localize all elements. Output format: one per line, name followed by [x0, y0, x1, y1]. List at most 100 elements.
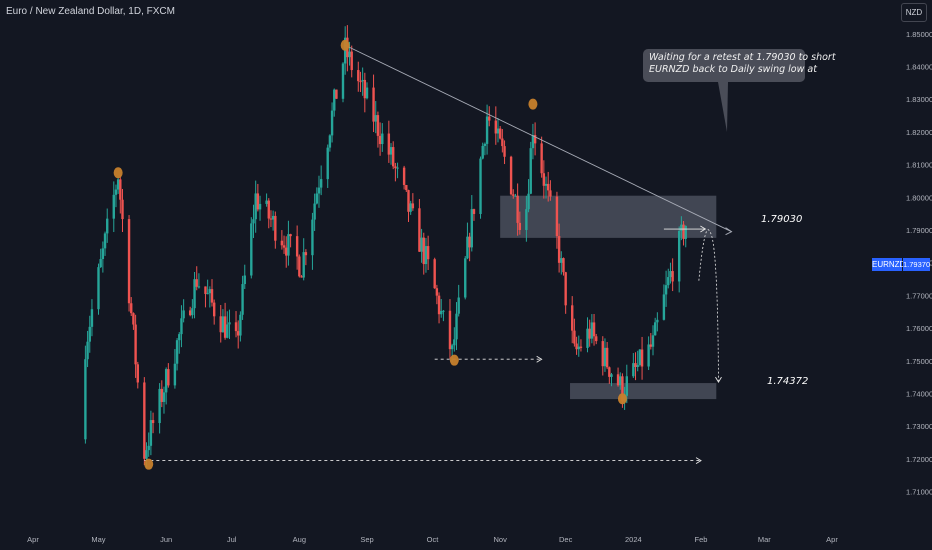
candle-body [280, 240, 284, 246]
candle-body [330, 110, 334, 136]
candle-body [418, 208, 421, 252]
candle-body [555, 196, 559, 237]
candle-body [407, 190, 410, 212]
currency-tag[interactable]: NZD [901, 3, 927, 22]
candle-body [684, 225, 687, 239]
candle-body [149, 420, 153, 446]
candle-body [470, 209, 473, 248]
candle-body [204, 286, 207, 294]
candle-body [649, 344, 653, 347]
candle-body [357, 70, 360, 82]
candle-body [219, 316, 222, 333]
candle-body [586, 328, 589, 348]
candle-body [437, 295, 441, 315]
price-tick-label: 1.72000 [906, 455, 932, 464]
candle-body [514, 195, 517, 197]
price-tick-label: 1.85000 [906, 30, 932, 39]
support-zone [570, 383, 717, 400]
candle-body [285, 247, 288, 256]
candle-body [605, 347, 609, 368]
candle-body [472, 209, 476, 214]
time-tick-label: Mar [758, 535, 771, 544]
candle-body [335, 89, 338, 99]
candle-body [132, 313, 135, 325]
candle-body [197, 286, 201, 288]
candle-body [302, 252, 305, 278]
candle-body [677, 230, 681, 282]
candle-body [592, 322, 596, 337]
candle-body [573, 330, 576, 344]
candle-body [656, 319, 659, 323]
swing-marker [113, 167, 123, 179]
candle-body [191, 308, 194, 316]
candle-body [464, 258, 467, 298]
candle-body [483, 143, 487, 146]
candle-body [239, 314, 242, 336]
time-tick-label: Jul [227, 535, 237, 544]
candle-body [542, 173, 546, 186]
candle-body [457, 297, 460, 314]
candle-body [603, 347, 607, 367]
time-tick-label: Dec [559, 535, 573, 544]
candle-body [221, 316, 225, 333]
candle-body [254, 193, 257, 220]
last-price-label: 1.79370 [903, 258, 931, 271]
candle-body [466, 236, 469, 259]
callout-line-1: Waiting for a retest at 1.79030 to short [649, 52, 836, 63]
candle-body [422, 237, 425, 265]
candle-body [313, 203, 316, 220]
candle-body [378, 135, 382, 145]
candle-body [106, 218, 109, 234]
time-tick-label: Oct [427, 535, 440, 544]
candle-body [252, 219, 255, 224]
candle-body [479, 158, 482, 214]
candle-body [564, 272, 567, 306]
candle-body [304, 252, 308, 256]
upper-level-label: 1.79030 [761, 214, 803, 225]
callout-line-2: EURNZD back to Daily swing low at [649, 64, 817, 75]
candle-body [619, 376, 622, 386]
time-tick-label: Nov [494, 535, 508, 544]
candle-body [315, 193, 318, 204]
trendline-arrowhead [725, 227, 733, 236]
candle-body [162, 392, 166, 402]
candle-body [271, 215, 275, 220]
candle-body [557, 236, 561, 263]
candle-body [114, 189, 118, 195]
price-tick-label: 1.84000 [906, 63, 932, 72]
candle-body [210, 289, 214, 303]
candle-body [411, 203, 415, 209]
candle-body [632, 363, 635, 377]
candle-body [518, 222, 522, 230]
projection-path [698, 229, 719, 383]
candle-body [243, 275, 246, 285]
chart-title: Euro / New Zealand Dollar, 1D, FXCM [6, 6, 175, 17]
candle-body [99, 259, 102, 268]
candle-body [634, 363, 637, 368]
price-tick-label: 1.71000 [906, 488, 932, 497]
candle-body [130, 303, 133, 314]
candle-body [143, 382, 146, 459]
candle-body [426, 246, 430, 260]
candle-body [134, 324, 137, 365]
swing-markers-layer [113, 39, 627, 470]
candle-body [241, 284, 244, 315]
swing-marker [340, 39, 350, 51]
candle-body [387, 133, 391, 155]
candle-body [496, 128, 500, 134]
candle-body [175, 340, 179, 364]
time-axis[interactable]: Apr May Jun Jul Aug Sep Oct Nov Dec 2024 Feb Mar Apr [0, 528, 866, 550]
ticker-label: EURNZD [872, 258, 906, 271]
time-axis-background [0, 528, 866, 550]
candle-body [136, 364, 139, 383]
candle-body [250, 223, 253, 276]
swing-marker [617, 393, 627, 405]
candle-body [289, 234, 292, 237]
swing-marker [449, 354, 459, 366]
candle-body [501, 138, 504, 147]
candle-body [547, 183, 550, 191]
price-axis[interactable]: 1.85000 1.84000 1.83000 1.82000 1.81000 1.800… [866, 0, 932, 550]
candle-body [212, 302, 216, 317]
candle-body [625, 376, 628, 396]
